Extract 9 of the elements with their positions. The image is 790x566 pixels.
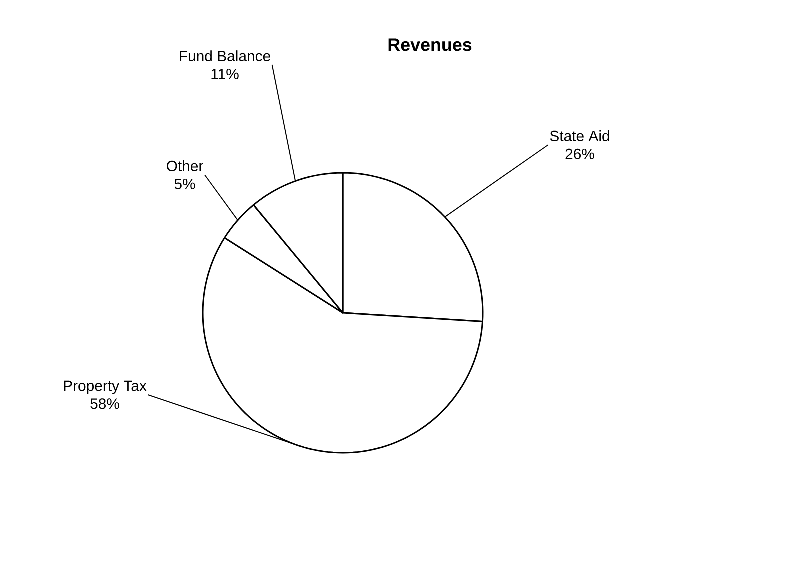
slice-label: Other	[167, 160, 204, 172]
data-label: 11%	[212, 68, 239, 80]
slice-label: Property Tax	[64, 380, 147, 394]
data-label: 5%	[174, 178, 196, 190]
data-label: 26%	[566, 148, 594, 160]
chart-title: Revenues	[388, 38, 472, 52]
slice-label: Fund Balance	[180, 50, 270, 62]
slice-label: State Aid	[550, 130, 610, 142]
data-label: 58%	[90, 398, 120, 410]
